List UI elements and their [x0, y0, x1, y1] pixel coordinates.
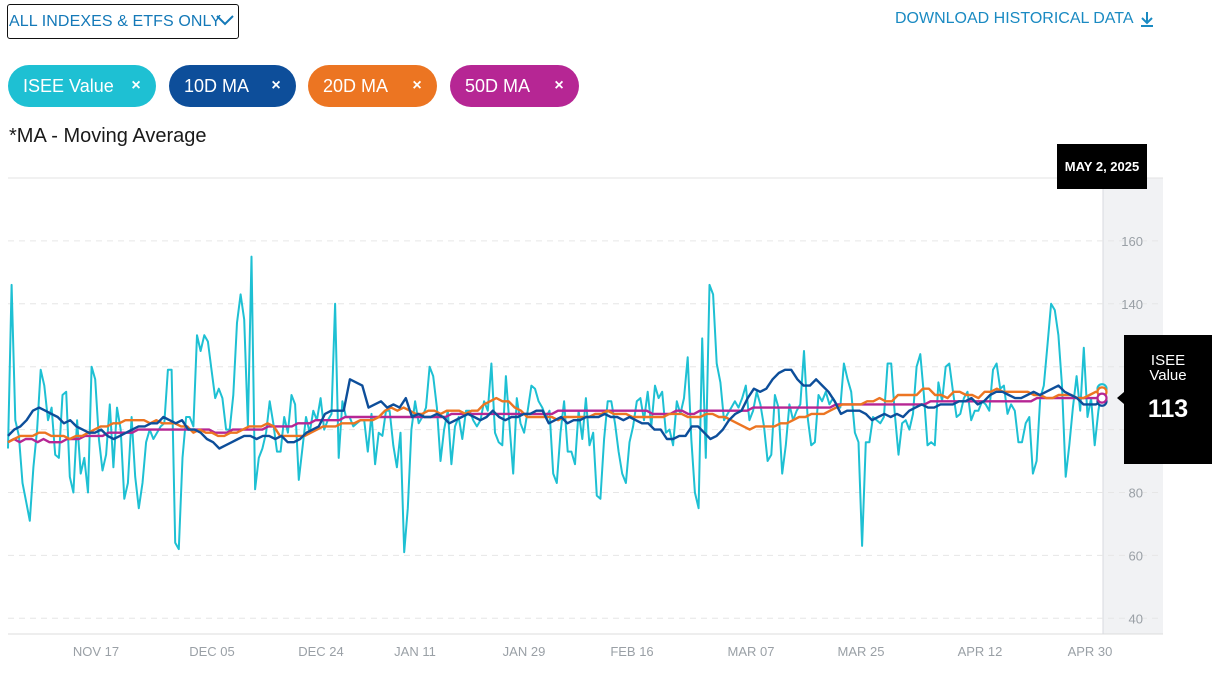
x-tick-label: JAN 29 — [503, 644, 546, 659]
x-tick-label: MAR 07 — [728, 644, 775, 659]
download-historical-data-link[interactable]: DOWNLOAD HISTORICAL DATA — [895, 10, 1154, 28]
chip-20d-ma[interactable]: 20D MA × — [308, 65, 437, 107]
x-tick-label: NOV 17 — [73, 644, 119, 659]
y-tick-label: 80 — [1129, 485, 1143, 500]
close-icon[interactable]: × — [271, 77, 281, 94]
x-tick-label: APR 30 — [1068, 644, 1113, 659]
x-tick-label: FEB 16 — [610, 644, 653, 659]
x-tick-label: DEC 24 — [298, 644, 344, 659]
close-icon[interactable]: × — [131, 77, 141, 94]
index-filter-label: ALL INDEXES & ETFS ONLY — [9, 12, 222, 30]
chevron-down-icon — [216, 15, 234, 26]
chip-isee-value[interactable]: ISEE Value × — [8, 65, 156, 107]
chip-label: 50D MA — [465, 75, 531, 96]
series-line-10d-ma — [7, 368, 1103, 450]
close-icon[interactable]: × — [554, 77, 564, 94]
y-tick-label: 140 — [1121, 297, 1143, 312]
y-tick-label: 60 — [1129, 548, 1143, 563]
chip-label: 10D MA — [184, 75, 250, 96]
chip-50d-ma[interactable]: 50D MA × — [450, 65, 579, 107]
series-end-marker — [1096, 392, 1108, 404]
crosshair-date-tag: MAY 2, 2025 — [1057, 144, 1147, 189]
x-tick-label: MAR 25 — [838, 644, 885, 659]
series-line-isee-value — [7, 255, 1103, 554]
index-filter-dropdown[interactable]: ALL INDEXES & ETFS ONLY — [7, 4, 239, 39]
x-tick-label: APR 12 — [958, 644, 1003, 659]
tooltip-value: 113 — [1147, 395, 1189, 423]
x-tick-label: JAN 11 — [394, 644, 436, 659]
chip-label: 20D MA — [323, 75, 389, 96]
download-label: DOWNLOAD HISTORICAL DATA — [895, 10, 1134, 27]
y-tick-label: 40 — [1129, 611, 1143, 626]
chip-10d-ma[interactable]: 10D MA × — [169, 65, 296, 107]
tooltip-label: ISEE Value — [1149, 352, 1187, 384]
tooltip-pointer — [1117, 392, 1124, 404]
value-tooltip: ISEE Value 113 — [1117, 335, 1212, 464]
x-tick-label: DEC 05 — [189, 644, 235, 659]
moving-average-note: *MA - Moving Average — [9, 125, 207, 147]
download-icon — [1140, 12, 1153, 27]
y-tick-label: 160 — [1121, 234, 1143, 249]
chip-label: ISEE Value — [23, 75, 114, 96]
close-icon[interactable]: × — [412, 77, 422, 94]
